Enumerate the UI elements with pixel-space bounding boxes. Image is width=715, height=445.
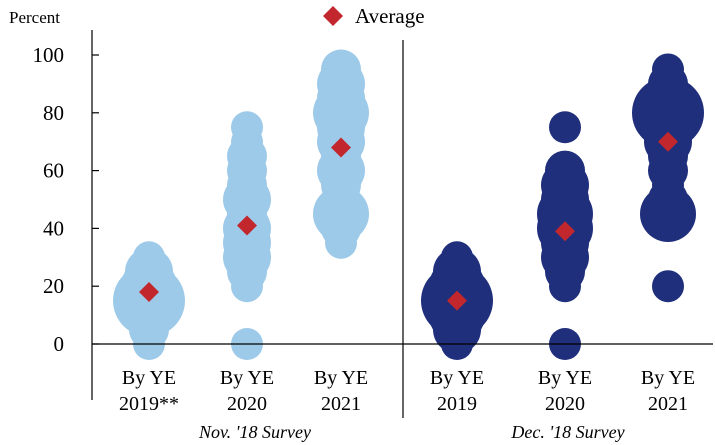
axes-layer <box>91 30 713 418</box>
legend-average-label: Average <box>355 4 425 28</box>
legend-average-marker <box>323 6 343 26</box>
labels-layer: 0 20 40 60 80 100 Percent By YE 2019** By YE 2020 B… <box>9 8 695 442</box>
bubble-6-1 <box>652 270 684 303</box>
category-label-6-line-1: By YE <box>641 367 695 389</box>
bubbles-layer <box>113 49 704 360</box>
group-label-2: Dec. '18 Survey <box>510 422 624 442</box>
y-tick-label-6: 100 <box>33 43 65 67</box>
y-tick-label-3: 40 <box>43 216 64 240</box>
category-label-6-line-2: 2021 <box>648 393 688 415</box>
average-marker-1 <box>139 281 159 302</box>
bubble-5-11 <box>549 111 581 144</box>
bubble-3-13 <box>321 49 361 90</box>
category-label-1-line-2: 2019** <box>119 393 179 415</box>
y-tick-label-5: 80 <box>43 101 64 125</box>
y-unit-label: Percent <box>9 8 60 27</box>
category-label-3-line-1: By YE <box>314 367 368 389</box>
average-marker-2 <box>237 215 257 236</box>
bubble-4-7 <box>441 241 473 274</box>
category-label-1-line-1: By YE <box>122 367 176 389</box>
averages-layer <box>139 131 678 311</box>
category-label-5-line-1: By YE <box>538 367 592 389</box>
bubble-1-7 <box>133 241 165 274</box>
category-label-3-line-2: 2021 <box>321 393 361 415</box>
y-tick-label-1: 0 <box>54 332 65 356</box>
bubble-2-13 <box>231 111 263 144</box>
average-marker-5 <box>555 221 575 242</box>
average-marker-4 <box>447 290 467 311</box>
group-label-1: Nov. '18 Survey <box>198 422 311 442</box>
category-label-5-line-2: 2020 <box>545 393 585 415</box>
average-marker-3 <box>331 137 351 158</box>
legend: Average <box>323 4 425 28</box>
y-tick-label-4: 60 <box>43 159 64 183</box>
bubble-6-12 <box>652 53 684 86</box>
category-label-2-line-1: By YE <box>220 367 274 389</box>
y-tick-label-2: 20 <box>43 274 64 298</box>
category-label-2-line-2: 2020 <box>227 393 267 415</box>
category-label-4-line-2: 2019 <box>437 393 477 415</box>
category-label-4-line-1: By YE <box>430 367 484 389</box>
average-marker-6 <box>658 131 678 152</box>
bubble-5-10 <box>545 150 585 191</box>
